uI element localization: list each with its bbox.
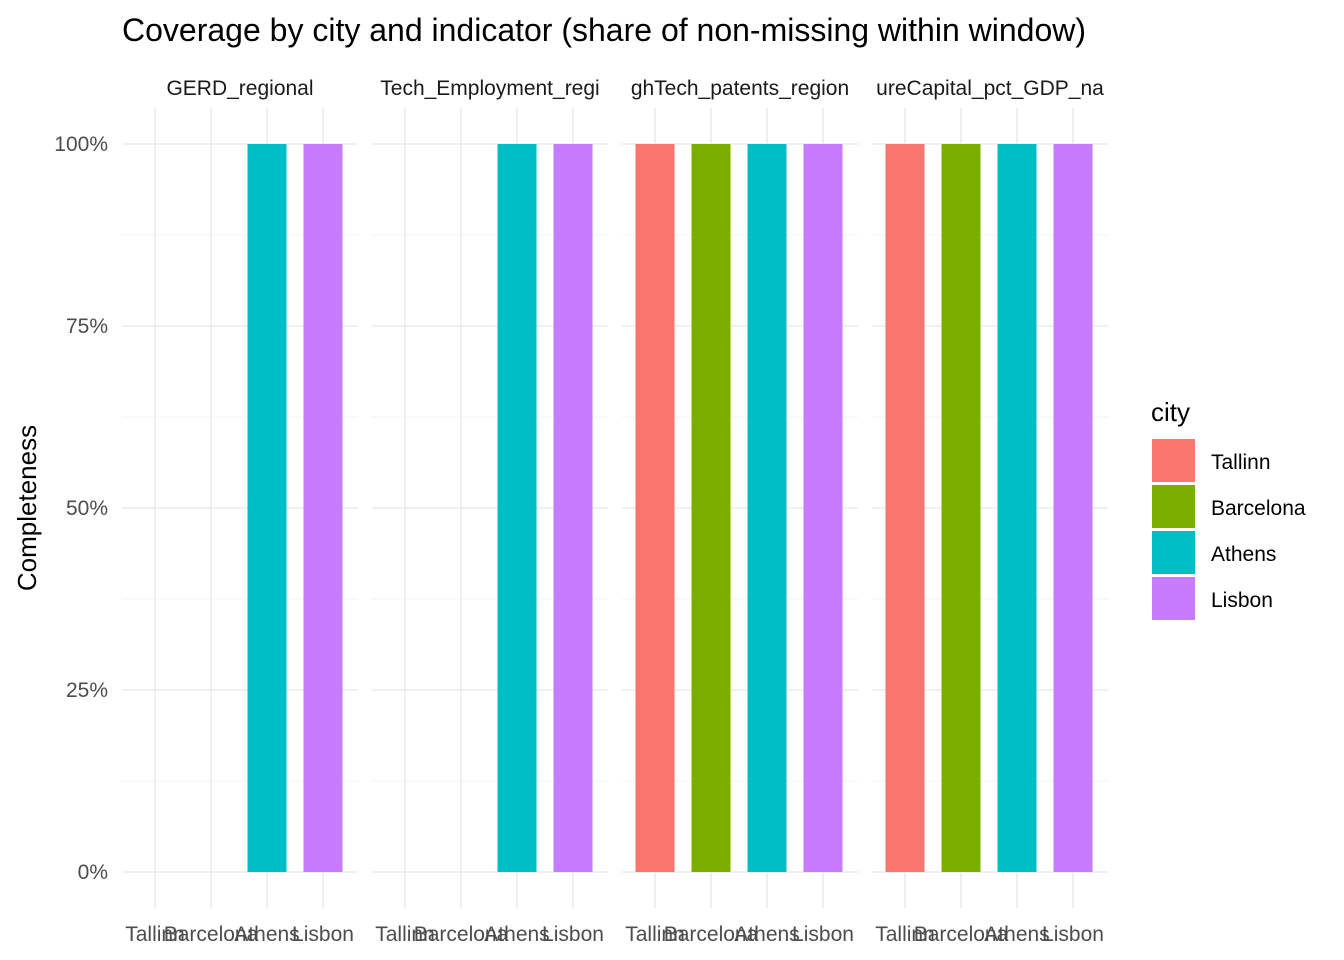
legend-label: Barcelona (1211, 497, 1306, 520)
x-tick-label: Tallinn (875, 923, 935, 946)
legend-label: Athens (1211, 543, 1276, 566)
x-tick-label: Lisbon (792, 923, 854, 946)
x-tick-label: Barcelona (164, 923, 259, 946)
x-tick-label: Barcelona (914, 923, 1009, 946)
facets-group: GERD_regionalTallinnBarcelonaAthensLisbo… (122, 77, 1108, 946)
legend-label: Tallinn (1211, 451, 1271, 474)
y-axis-ticks: 0% 25% 50% 75% 100% (54, 133, 108, 884)
facet-panel: Tech_Employment_regi TallinnBarcelonaAthe… (372, 77, 608, 946)
y-tick-label: 0% (78, 861, 108, 884)
facet-strip-label: Tech_Employment_regi (380, 77, 599, 100)
bar-tallinn (885, 144, 925, 872)
facet-strip-label: GERD_regional (166, 77, 313, 100)
legend-key-barcelona (1152, 485, 1195, 528)
x-tick-label: Lisbon (1042, 923, 1104, 946)
bar-athens (997, 144, 1037, 872)
facet-panel: ureCapital_pct_GDP_na TallinnBarcelonaAth… (872, 77, 1108, 946)
facet-panel: ghTech_patents_region TallinnBarcelonaAth… (622, 77, 858, 946)
legend-label: Lisbon (1211, 589, 1273, 612)
legend-key-athens (1152, 531, 1195, 574)
x-tick-label: Barcelona (664, 923, 759, 946)
y-tick-label: 75% (66, 315, 108, 338)
x-tick-label: Tallinn (375, 923, 435, 946)
bar-tallinn (635, 144, 675, 872)
facet-strip-label: ghTech_patents_region (631, 77, 849, 100)
x-tick-label: Athens (734, 923, 799, 946)
y-tick-label: 100% (54, 133, 108, 156)
bar-barcelona (941, 144, 981, 872)
x-tick-label: Lisbon (542, 923, 604, 946)
legend-title: city (1151, 397, 1190, 427)
x-tick-label: Athens (484, 923, 549, 946)
facet-panel: GERD_regional TallinnBarcelonaAthensLisbo… (122, 77, 358, 946)
bar-athens (747, 144, 787, 872)
bar-lisbon (803, 144, 843, 872)
legend: city Tallinn Barcelona Athens Lisbon (1151, 397, 1306, 620)
bar-barcelona (691, 144, 731, 872)
x-tick-label: Tallinn (125, 923, 185, 946)
bar-lisbon (303, 144, 343, 872)
y-tick-label: 25% (66, 679, 108, 702)
x-tick-label: Barcelona (414, 923, 509, 946)
bar-athens (247, 144, 287, 872)
y-axis-title: Completeness (12, 425, 42, 591)
legend-key-lisbon (1152, 577, 1195, 620)
legend-key-tallinn (1152, 439, 1195, 482)
x-tick-label: Athens (984, 923, 1049, 946)
x-tick-label: Athens (234, 923, 299, 946)
x-tick-label: Lisbon (292, 923, 354, 946)
x-tick-label: Tallinn (625, 923, 685, 946)
bar-lisbon (1053, 144, 1093, 872)
facet-strip-label: ureCapital_pct_GDP_na (876, 77, 1104, 100)
bar-athens (497, 144, 537, 872)
y-tick-label: 50% (66, 497, 108, 520)
bar-lisbon (553, 144, 593, 872)
chart-title: Coverage by city and indicator (share of… (122, 12, 1086, 48)
